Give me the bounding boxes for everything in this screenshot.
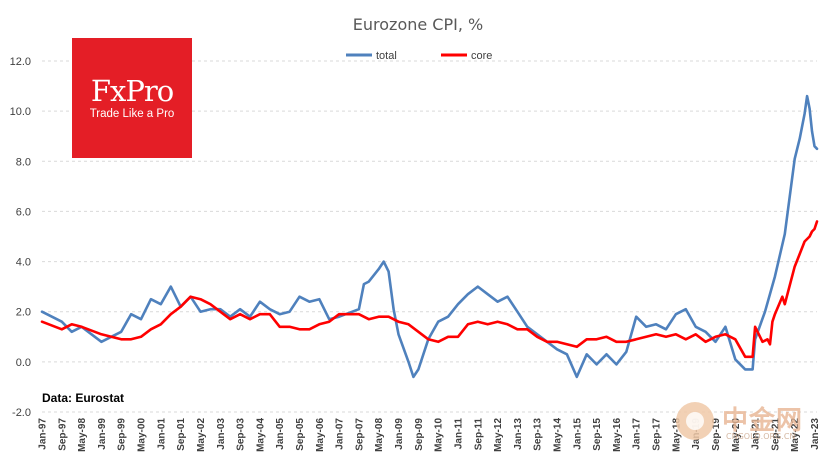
x-tick-label: Sep-11 [473,418,484,451]
y-axis-tick-labels: 12.0 10.0 8.0 6.0 4.0 2.0 0.0 -2.0 [10,56,31,419]
x-tick-label: Jan-05 [275,418,286,450]
x-tick-label: May-98 [77,418,88,452]
x-tick-label: Jan-11 [454,418,465,450]
x-tick-label: May-00 [137,418,148,452]
x-tick-label: Sep-05 [295,418,306,451]
x-tick-label: Sep-19 [711,418,722,451]
x-tick-label: May-20 [731,418,742,452]
x-tick-label: May-10 [434,418,445,452]
y-tick-label: 4.0 [16,257,31,269]
x-tick-label: Sep-09 [414,418,425,451]
x-tick-label: Sep-21 [770,418,781,451]
watermark-subtext: CNGOLD.ORG.CN [726,432,796,441]
legend-label-total: total [376,50,397,62]
fxpro-logo: FxPro Trade Like a Pro [72,38,192,158]
x-tick-label: Jan-15 [572,418,583,450]
x-tick-label: Jan-03 [216,418,227,450]
x-tick-label: Jan-13 [513,418,524,450]
y-tick-label: 8.0 [16,156,31,168]
x-tick-label: Sep-03 [236,418,247,451]
series-line-total [40,94,819,379]
x-tick-label: Jan-09 [394,418,405,450]
chart-title: Eurozone CPI, % [353,15,483,34]
x-tick-label: May-08 [374,418,385,452]
watermark-emblem-inner [686,412,704,430]
y-tick-label: 10.0 [10,106,31,118]
x-tick-label: May-14 [553,418,564,452]
x-tick-label: Sep-99 [117,418,128,451]
series-lines [40,94,819,379]
x-tick-label: May-04 [255,418,266,452]
x-tick-label: Jan-17 [632,418,643,450]
x-tick-label: May-12 [493,418,504,452]
x-tick-label: Sep-17 [652,418,663,451]
watermark: 中金网 CNGOLD.ORG.CN [672,396,832,456]
x-tick-label: May-16 [612,418,623,452]
x-tick-label: Jan-01 [156,418,167,450]
y-tick-label: 12.0 [10,56,31,68]
x-tick-label: Sep-01 [176,418,187,451]
x-tick-label: Jan-07 [335,418,346,450]
y-tick-label: -2.0 [12,407,31,419]
x-tick-label: Sep-97 [57,418,68,451]
logo-tagline: Trade Like a Pro [89,108,175,120]
x-tick-label: May-06 [315,418,326,452]
watermark-text: 中金网 [722,406,804,436]
legend: total core [346,50,492,62]
y-tick-label: 0.0 [16,357,31,369]
x-tick-label: May-18 [671,418,682,452]
legend-label-core: core [471,50,492,62]
y-tick-label: 2.0 [16,307,31,319]
x-tick-label: Jan-99 [97,418,108,450]
x-axis-tick-labels: Jan-97 Sep-97 May-98 Jan-99 Sep-99 May-00 Jan-… [38,418,822,452]
y-tick-label: 6.0 [16,206,31,218]
source-note: Data: Eurostat [42,391,124,405]
x-tick-label: May-02 [196,418,207,452]
logo-brand: FxPro [90,74,174,108]
x-tick-label: Sep-07 [354,418,365,451]
x-tick-label: Jan-23 [810,418,821,450]
x-tick-label: Jan-97 [38,418,49,450]
series-line-core [40,220,819,359]
x-tick-label: May-22 [790,418,801,452]
x-tick-label: Sep-13 [533,418,544,451]
x-tick-label: Sep-15 [592,418,603,451]
x-tick-label: Jan-21 [751,418,762,450]
